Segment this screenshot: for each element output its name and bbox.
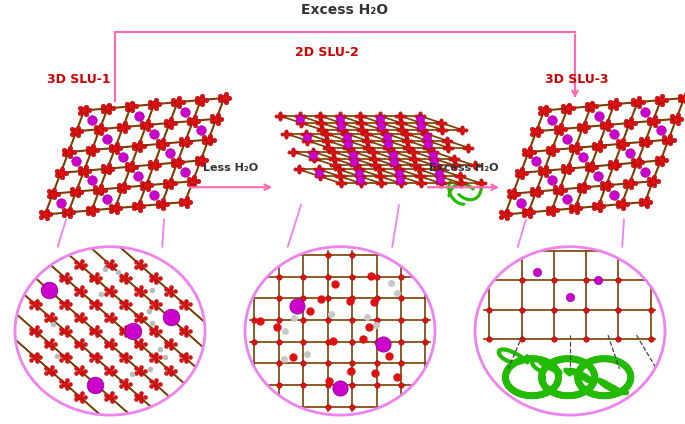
Ellipse shape [475,247,665,415]
Polygon shape [292,152,475,165]
Polygon shape [299,170,481,183]
Text: Excess H₂O: Excess H₂O [301,3,388,17]
Ellipse shape [15,247,205,415]
Ellipse shape [245,247,435,415]
Text: 2D SLU-2: 2D SLU-2 [295,45,359,59]
Text: 3D SLU-1: 3D SLU-1 [47,73,110,86]
Polygon shape [280,116,462,130]
Polygon shape [286,134,469,148]
Text: Less H₂O: Less H₂O [203,163,258,173]
Text: 3D SLU-3: 3D SLU-3 [545,73,608,86]
Text: Excess H₂O: Excess H₂O [429,163,498,173]
